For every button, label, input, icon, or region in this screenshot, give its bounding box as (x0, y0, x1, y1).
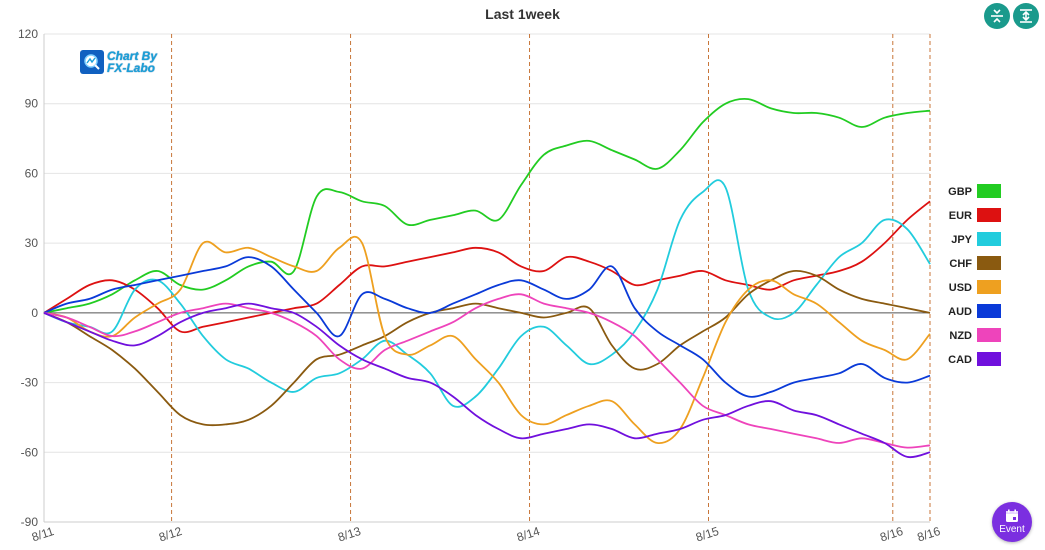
y-tick-label: 120 (18, 27, 38, 41)
x-tick-label: 8/16 (915, 524, 942, 545)
series-line-cad (43, 302, 931, 459)
series-line-chf (43, 269, 931, 427)
legend-item-aud[interactable]: AUD (948, 304, 1001, 318)
legend-label: EUR (949, 210, 972, 222)
legend-label: JPY (951, 234, 972, 246)
y-tick-label: -90 (21, 515, 39, 529)
series-line-gbp (43, 98, 931, 314)
event-button-label: Event (999, 524, 1025, 535)
x-tick-label: 8/11 (30, 524, 56, 544)
series-line-aud (43, 256, 931, 398)
legend-swatch (977, 256, 1001, 270)
y-tick-label: 60 (25, 166, 39, 180)
legend-item-nzd[interactable]: NZD (949, 328, 1001, 342)
legend-item-cad[interactable]: CAD (948, 352, 1001, 366)
watermark-line1: Chart By (107, 49, 158, 63)
legend-swatch (977, 352, 1001, 366)
x-tick-label: 8/12 (157, 524, 184, 545)
watermark-logo: Chart By FX-Labo (80, 50, 157, 74)
y-tick-label: -60 (21, 445, 39, 459)
chart-title: Last 1week (485, 6, 560, 22)
y-tick-label: 90 (25, 97, 39, 111)
legend-label: USD (949, 282, 972, 294)
series-layer (43, 98, 931, 459)
compress-vertical-button[interactable] (984, 3, 1010, 29)
legend-swatch (977, 280, 1001, 294)
y-tick-label: 30 (25, 236, 39, 250)
legend-label: GBP (948, 186, 972, 198)
legend-swatch (977, 304, 1001, 318)
legend-swatch (977, 232, 1001, 246)
legend-item-jpy[interactable]: JPY (951, 232, 1001, 246)
legend-swatch (977, 328, 1001, 342)
grid-layer (43, 33, 931, 523)
compress-vertical-icon (991, 9, 1003, 23)
expand-vertical-icon (1020, 9, 1032, 23)
x-tick-label: 8/15 (694, 524, 721, 545)
legend[interactable]: GBP EUR JPY CHF USD AUD NZD CAD (948, 184, 1001, 366)
legend-swatch (977, 208, 1001, 222)
x-tick-label: 8/16 (878, 524, 905, 545)
magnifier-chart-icon (80, 50, 104, 74)
expand-vertical-button[interactable] (1013, 3, 1039, 29)
y-tick-label: 0 (31, 306, 38, 320)
legend-label: CAD (948, 354, 972, 366)
x-tick-label: 8/13 (336, 524, 363, 545)
watermark-line2: FX-Labo (107, 61, 155, 75)
legend-label: NZD (949, 330, 972, 342)
legend-label: AUD (948, 306, 972, 318)
legend-swatch (977, 184, 1001, 198)
legend-item-gbp[interactable]: GBP (948, 184, 1001, 198)
event-button[interactable]: Event (992, 502, 1032, 542)
series-line-usd (43, 235, 931, 444)
legend-label: CHF (949, 258, 972, 270)
y-tick-label: -30 (21, 376, 39, 390)
calendar-icon (1006, 509, 1018, 522)
x-tick-label: 8/14 (515, 524, 542, 545)
axis-layer: 120 90 60 30 0 -30 -60 -908/11 8/12 8/13 8/14 8/15 8… (18, 27, 942, 544)
legend-item-eur[interactable]: EUR (949, 208, 1001, 222)
legend-item-usd[interactable]: USD (949, 280, 1001, 294)
series-line-nzd (43, 293, 931, 449)
legend-item-chf[interactable]: CHF (949, 256, 1001, 270)
